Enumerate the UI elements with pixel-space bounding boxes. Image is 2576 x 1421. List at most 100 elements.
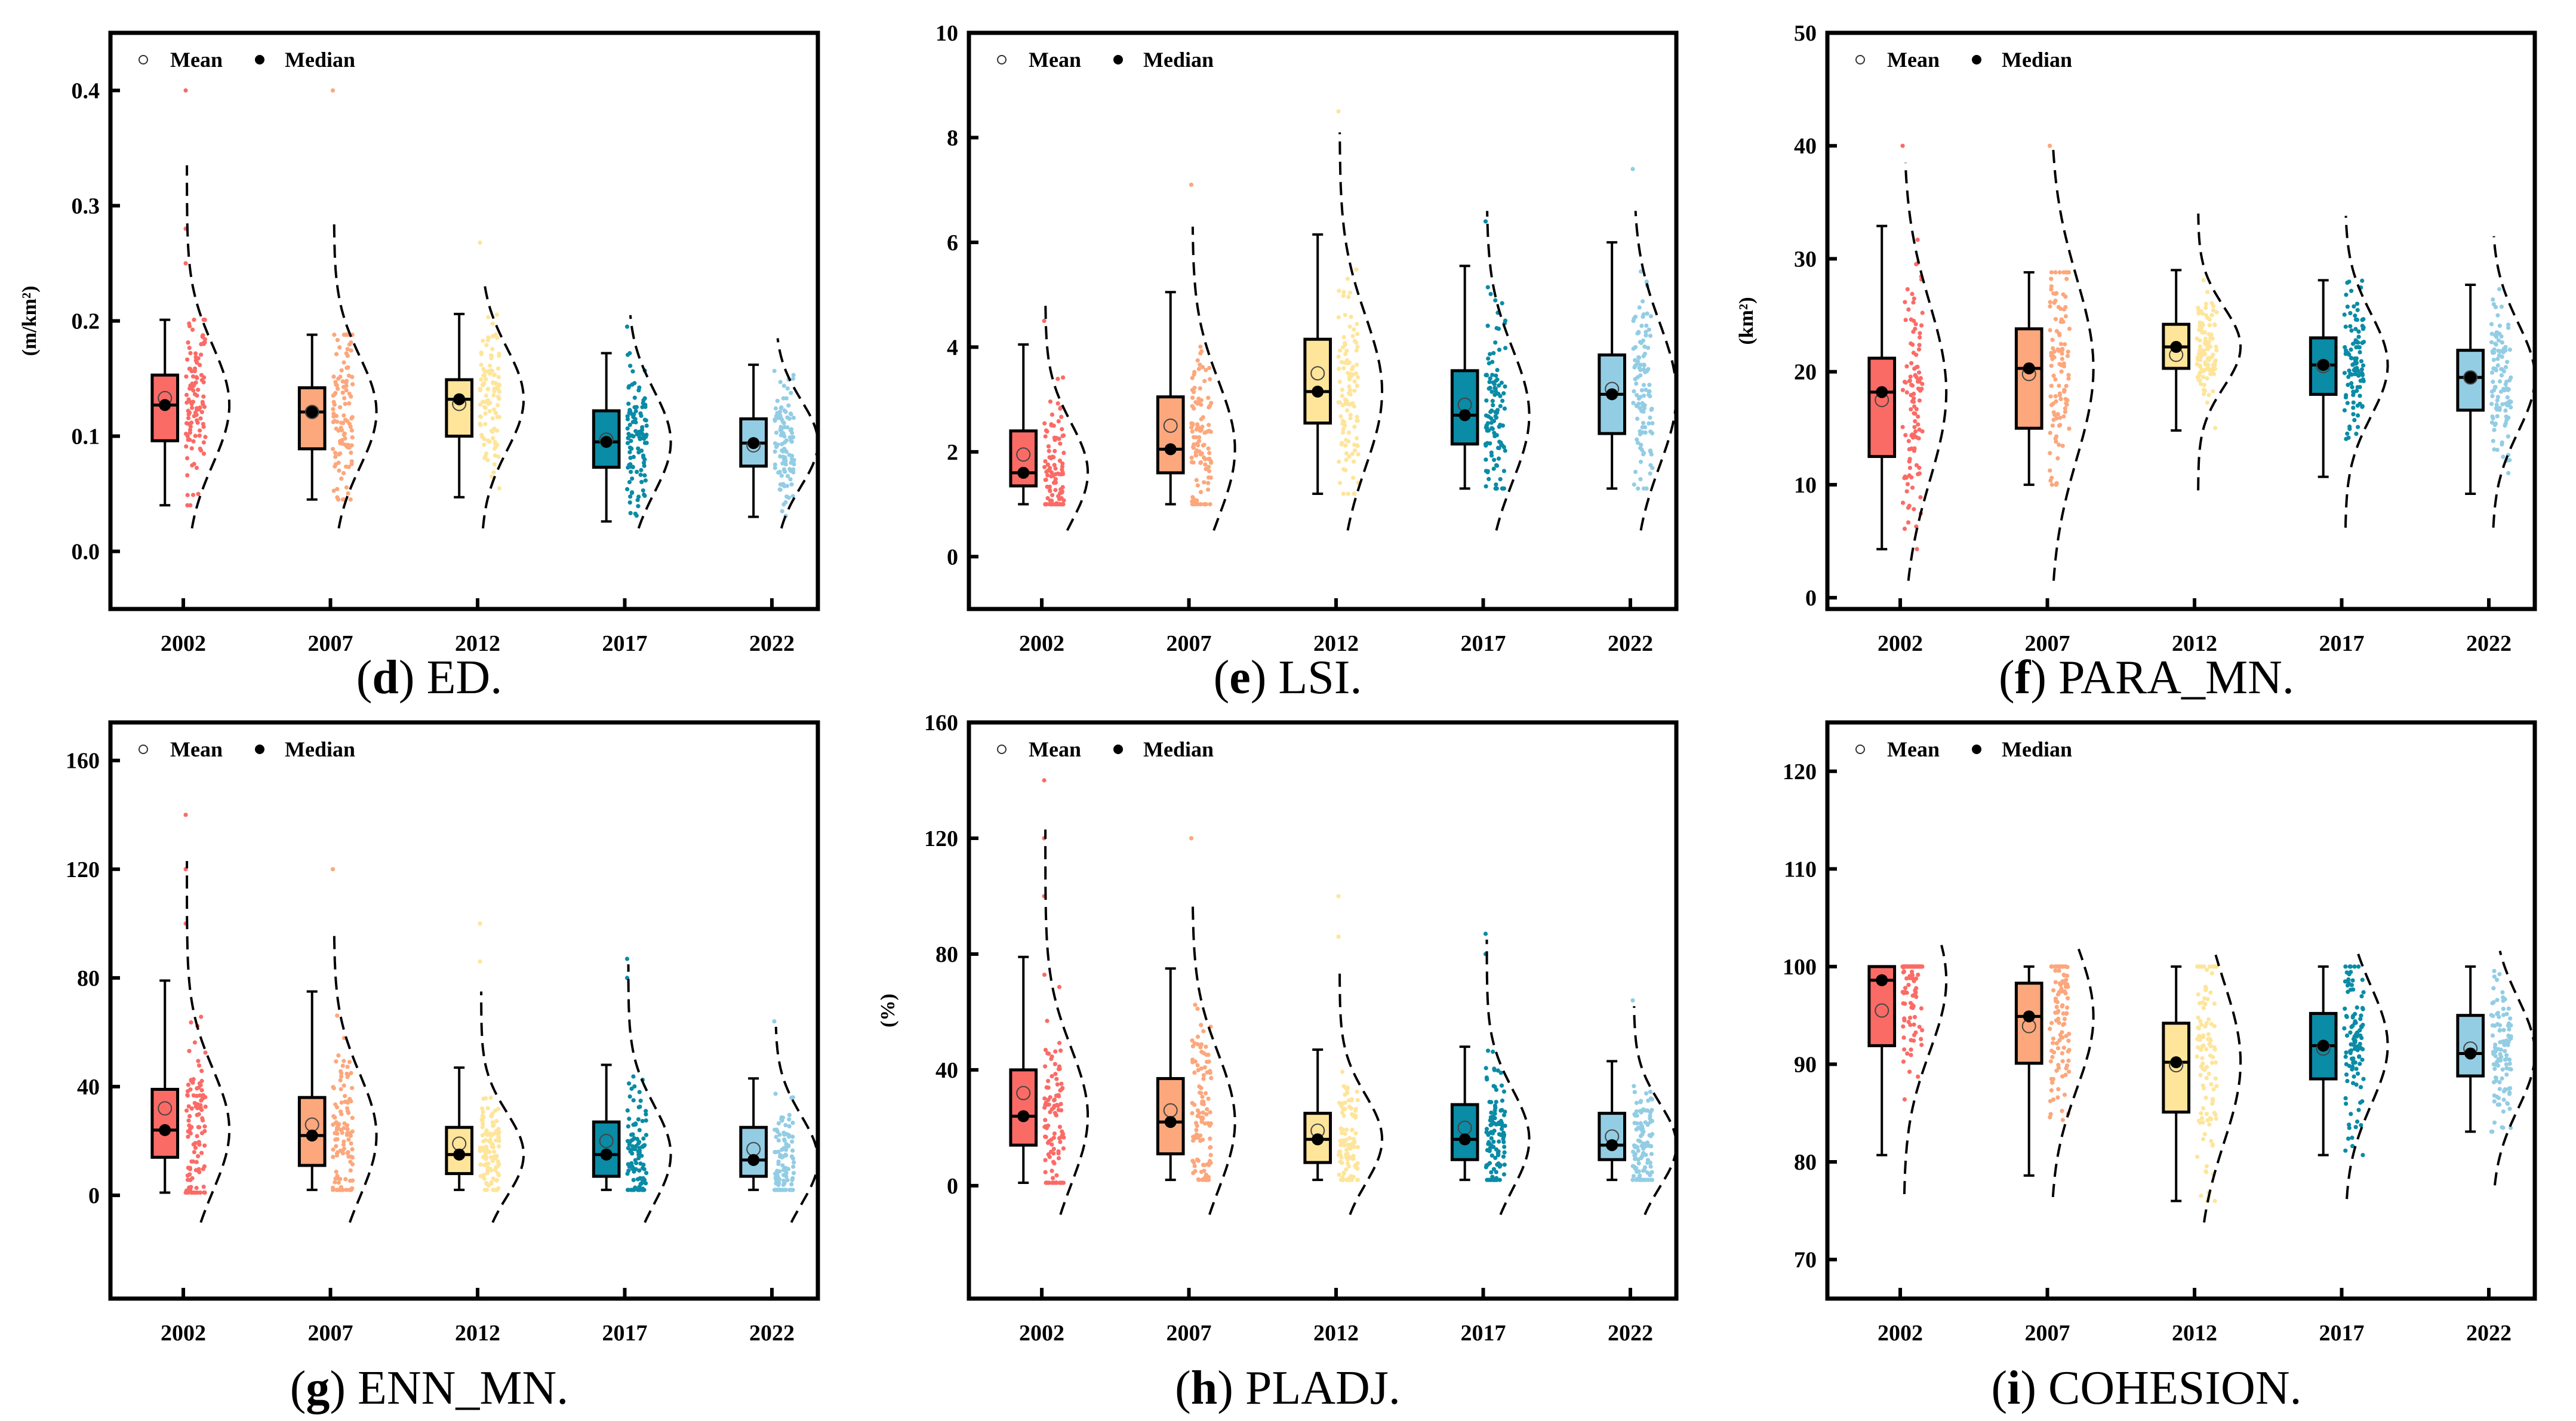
data-point [1196, 435, 1202, 440]
data-point [2497, 1028, 2503, 1032]
data-point [2492, 1120, 2497, 1125]
data-point [485, 387, 490, 392]
data-point [1195, 448, 1199, 453]
data-point [1901, 1035, 1906, 1040]
data-point [1919, 1006, 1924, 1011]
data-point [487, 409, 492, 414]
data-point [196, 1140, 201, 1145]
data-point [627, 450, 632, 454]
data-point [1495, 368, 1500, 373]
data-point [1196, 1177, 1201, 1182]
data-point [638, 1105, 642, 1109]
density-curve [1338, 132, 1384, 531]
data-point [1491, 1139, 1496, 1144]
data-point [637, 1168, 642, 1173]
data-point [1904, 364, 1909, 369]
data-point [1352, 379, 1357, 384]
data-point [341, 1083, 346, 1088]
data-point [2353, 1125, 2358, 1130]
data-point [2497, 1080, 2502, 1085]
data-point [2359, 994, 2364, 999]
data-point [202, 1128, 207, 1134]
data-point [2199, 1194, 2203, 1198]
data-point [2204, 1112, 2209, 1116]
data-point [2203, 1096, 2208, 1100]
data-point [2360, 363, 2366, 368]
data-point [1494, 1099, 1498, 1105]
data-point [2495, 414, 2500, 419]
median-marker [600, 436, 613, 448]
data-point [485, 1168, 490, 1174]
data-point [186, 1134, 190, 1139]
data-point [2066, 349, 2070, 354]
data-point [1641, 1129, 1646, 1134]
data-point [2053, 1010, 2058, 1015]
data-point [196, 491, 201, 496]
data-point [196, 1063, 202, 1068]
data-point [2359, 1122, 2363, 1128]
data-point [1208, 1161, 1213, 1165]
data-point [2349, 1042, 2353, 1047]
data-point [1059, 1081, 1064, 1086]
outlier-point [1900, 143, 1905, 148]
data-point [197, 1125, 202, 1130]
data-point [2491, 416, 2495, 421]
box [445, 378, 474, 438]
data-point [2200, 1137, 2206, 1142]
data-point [2349, 1112, 2353, 1116]
data-point [636, 446, 641, 451]
data-point [2048, 300, 2052, 304]
data-point [2350, 1081, 2356, 1085]
data-point [1204, 1044, 1208, 1049]
data-point [1341, 290, 1346, 294]
data-point [2357, 345, 2362, 350]
data-point [2207, 367, 2212, 372]
data-point [1209, 460, 1214, 465]
data-point [193, 355, 198, 359]
box [1009, 1068, 1038, 1147]
data-point [2050, 1054, 2055, 1059]
data-point [1642, 352, 1647, 356]
data-point [2214, 1084, 2219, 1088]
data-point [2201, 351, 2206, 356]
data-point [1912, 448, 1917, 453]
data-point [2345, 1078, 2350, 1084]
data-point [331, 393, 336, 398]
data-point [2497, 1023, 2503, 1028]
data-point [1046, 444, 1051, 449]
data-point [187, 438, 192, 442]
y-tick-label: 0.3 [72, 194, 100, 219]
data-point [2350, 385, 2355, 389]
data-point [346, 465, 351, 469]
data-point [338, 1109, 343, 1114]
data-point [642, 473, 647, 478]
data-point [1498, 404, 1503, 408]
data-point [1913, 373, 1918, 377]
data-point [350, 1155, 355, 1160]
data-point [2195, 1154, 2200, 1159]
data-point [342, 431, 347, 436]
data-point [348, 1168, 353, 1173]
density-curve [776, 338, 820, 529]
data-point [1355, 436, 1359, 441]
data-point [641, 401, 645, 405]
data-point [2359, 359, 2364, 364]
data-point [478, 1174, 483, 1179]
data-point [1901, 991, 1906, 995]
data-point [1635, 393, 1639, 398]
data-point [1337, 1100, 1342, 1105]
data-point [1052, 463, 1057, 467]
data-point [2060, 1074, 2065, 1079]
data-point [2048, 328, 2052, 333]
data-point [2199, 329, 2204, 334]
data-point [1907, 465, 1912, 470]
data-point [489, 1180, 494, 1185]
y-tick-label: 30 [1794, 247, 1817, 272]
data-point [491, 1176, 495, 1181]
data-point [1644, 486, 1649, 491]
data-point [2351, 987, 2356, 992]
median-marker [2317, 1039, 2329, 1052]
data-point [629, 438, 633, 444]
data-point [1346, 371, 1350, 376]
data-point [194, 1093, 199, 1099]
